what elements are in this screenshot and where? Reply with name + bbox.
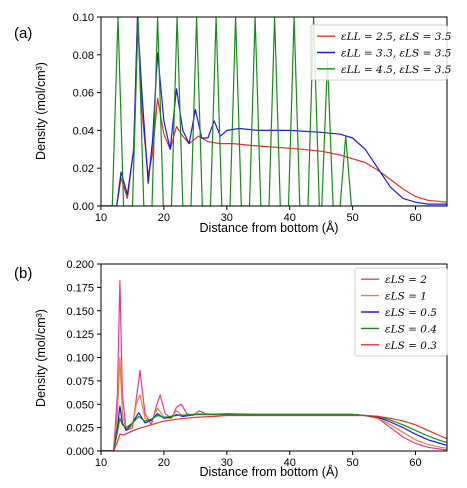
series-line-b-2	[101, 356, 447, 451]
y-tick-label: 0.02	[73, 163, 94, 175]
axes-frame	[100, 16, 448, 207]
panel-a-y-axis-title: Density (mol/cm³)	[34, 62, 48, 160]
panel-a-legend: εLL = 2.5, εLS = 3.5 εLL = 3.3, εLS = 3.5…	[310, 24, 452, 81]
x-tick-label: 50	[347, 457, 359, 469]
x-tick-label: 20	[158, 457, 170, 469]
legend-label: εLL = 4.5, εLS = 3.5	[341, 64, 452, 76]
x-tick-label: 20	[158, 212, 170, 224]
x-tick-label: 50	[347, 212, 359, 224]
panel-a: (a) 10 20 30 40 50 60 0.00 0.02 0.04 0.06 0.08 0.10…	[14, 12, 452, 235]
legend-box	[354, 267, 448, 357]
y-tick-label: 0.06	[73, 88, 94, 100]
series-line-b-3	[101, 405, 447, 451]
y-tick-label: 0.00	[73, 201, 94, 213]
y-tick-label: 0.10	[73, 12, 94, 24]
legend-label: εLS = 2	[385, 274, 427, 286]
y-tick-label: 0.000	[66, 446, 94, 458]
y-tick-label: 0.075	[66, 376, 94, 388]
series-line-b-5	[101, 414, 447, 451]
series-line-b-1	[101, 280, 447, 451]
panel-b-x-axis-title: Distance from bottom (Å)	[200, 464, 339, 479]
panel-b-label: (b)	[14, 265, 32, 282]
y-tick-label: 0.200	[66, 259, 94, 271]
panel-b-legend: εLS = 2 εLS = 1 εLS = 0.5 εLS = 0.4 εLS = 0.…	[354, 267, 448, 357]
y-tick-label: 0.175	[66, 282, 94, 294]
y-tick-label: 0.050	[66, 399, 94, 411]
y-tick-label: 0.100	[66, 353, 94, 365]
legend-box	[310, 24, 448, 81]
panel-b-y-axis-title: Density (mol/cm³)	[34, 309, 48, 407]
y-tick-label: 0.08	[73, 50, 94, 62]
panel-a-plot-area	[101, 17, 447, 206]
y-tick-label: 0.025	[66, 423, 94, 435]
y-tick-label: 0.150	[66, 306, 94, 318]
panel-a-label: (a)	[14, 25, 32, 42]
x-tick-label: 30	[221, 457, 233, 469]
legend-label: εLL = 3.3, εLS = 3.5	[341, 48, 452, 60]
panel-b-axes: 10 20 30 40 50 60 0.000 0.025 0.050 0.075 0.100 0.1…	[66, 259, 448, 469]
x-tick-label: 10	[95, 212, 107, 224]
x-tick-label: 10	[95, 457, 107, 469]
y-tick-label: 0.125	[66, 329, 94, 341]
panel-b-plot-area	[101, 280, 447, 451]
legend-label: εLL = 2.5, εLS = 3.5	[341, 31, 452, 43]
legend-label: εLS = 0.4	[385, 323, 437, 335]
panel-a-axes: 10 20 30 40 50 60 0.00 0.02 0.04 0.06 0.08 0.10	[73, 12, 448, 224]
legend-label: εLS = 0.3	[385, 340, 437, 352]
panel-a-x-axis-title: Distance from bottom (Å)	[200, 220, 339, 235]
panel-b: (b) 10 20 30 40 50 60 0.000 0.025 0.050 0.075 0.10…	[14, 259, 448, 479]
y-tick-label: 0.04	[73, 125, 94, 137]
x-tick-label: 60	[409, 212, 421, 224]
series-line-b-4	[101, 413, 447, 451]
x-tick-label: 60	[409, 457, 421, 469]
x-tick-label: 40	[284, 457, 296, 469]
legend-label: εLS = 1	[385, 291, 427, 303]
x-tick-label: 40	[284, 212, 296, 224]
legend-label: εLS = 0.5	[385, 307, 437, 319]
x-tick-label: 30	[221, 212, 233, 224]
